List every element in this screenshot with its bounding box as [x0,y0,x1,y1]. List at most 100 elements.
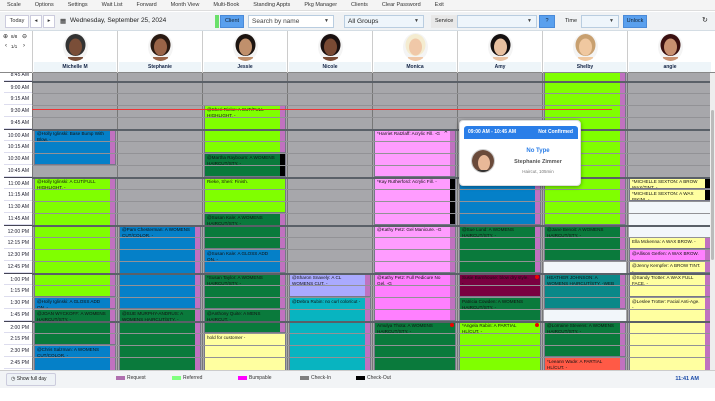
chevron-down-icon: ▼ [527,18,532,24]
group-select[interactable]: All Groups ▼ [344,15,424,28]
appointment-text: Ella Mckenna: A WAX BROW. - [632,239,696,244]
appointment[interactable]: @SUE MURPHY-ANDRUS: A WOMENS HAIRCUT/STY… [119,309,201,370]
zoom-out-icon[interactable]: ⊖ [22,34,28,40]
open-slot[interactable] [544,261,626,273]
schedule-grid: @Holly Iglinski: Base Bump With Blow. - @… [0,73,715,370]
appointment[interactable]: hold for customer - [204,333,286,370]
staff-column-header[interactable]: Amy [457,31,542,73]
today-button[interactable]: Today [5,15,29,28]
calendar-icon[interactable]: ▦ [60,18,67,25]
menu-item-month-view[interactable]: Month View [170,2,200,8]
avatar [488,33,513,61]
avatar [63,33,88,61]
appointment[interactable]: @Susan Kale: A WOMENS HAIRCUT/STY. - [204,213,286,249]
request-marker [195,226,200,308]
menu-item-scale[interactable]: Scale [7,2,21,8]
appointment[interactable]: *Leeann Wade: A PARTIAL HL/CUT. - [544,357,626,370]
request-marker [705,262,710,272]
appointment[interactable]: @Pam Chesterman: A WOMENS CUT/COLOR. - [119,225,201,309]
close-icon[interactable]: ✕ [443,129,448,135]
zoom-in-icon[interactable]: ⊕ [3,34,9,40]
menu-item-clients[interactable]: Clients [351,2,368,8]
menu-item-clear-password[interactable]: Clear Password [381,2,421,8]
menu-item-standing-appts[interactable]: Standing Appts [253,2,291,8]
appointment[interactable]: *MICHELLE SEXTON: A WAX BIKINI. - [629,189,711,201]
appointment[interactable]: @Jane Benoit: A WOMENS HAIRCUT/STY. - [544,225,626,261]
appointment[interactable]: @Allison Gerfen: A WAX BROW. - [629,249,711,261]
appointment[interactable]: Rieke, Sheri: Finish. [204,177,286,213]
chevron-down-icon: ▼ [609,18,614,24]
legend-item: Check-Out [356,375,391,381]
staff-column[interactable]: @Pam Chesterman: A WOMENS CUT/COLOR. - @S… [117,73,202,370]
appointment-text: *Susan Taylor: A WOMENS HAIRCUT/STY. - [207,275,263,286]
time-select[interactable]: ▼ [581,15,619,28]
search-input[interactable]: Search by name ▼ [248,15,334,28]
staff-name: Amy [459,62,541,72]
show-full-day-button[interactable]: ◷ Show full day [6,373,56,386]
appointment[interactable]: @Jenny Kempfer: A BROW TINT. - [629,261,711,273]
next-day-button[interactable]: ▸ [43,15,55,28]
appointment[interactable]: *Susan Taylor: A WOMENS HAIRCUT/STY. - [204,273,286,309]
unlock-button[interactable]: Unlock [623,15,647,28]
grid-line [32,333,710,334]
legend-swatch [172,375,181,380]
appointment-text: *Harriet Ratzlaff: Acrylic Fill. -G [377,131,440,136]
time-label: Time [565,18,578,24]
legend-swatch [300,375,309,380]
staff-column-header[interactable]: Monica [372,31,457,73]
time-label: 10:00 AM [4,129,32,141]
appointment-popup[interactable]: 09:00 AM - 10:45 AM Not Confirmed No Type… [459,120,581,186]
prev-page-icon[interactable]: ‹ [5,43,7,49]
staff-column-header[interactable]: Stephanie [117,31,202,73]
appointment-text: @Susan Kale: A WOMENS HAIRCUT/STY. - [207,215,263,226]
appointment[interactable]: Ella Mckenna: A WAX BROW. - [629,237,711,249]
next-page-icon[interactable]: › [23,43,25,49]
client-button[interactable]: Client [220,15,244,28]
help-button[interactable]: ? [539,15,555,28]
staff-column-header[interactable]: Jessie [202,31,287,73]
request-marker [620,226,625,260]
legend-label: Referred [183,375,203,381]
appointment-text: @Jenny Kempfer: A BROW TINT. - [632,263,701,273]
staff-column-header[interactable]: Nicole [287,31,372,73]
appointment-text: @JOAN WYCKOFF: A WOMENS HAIRCUT/STY. - [37,311,106,322]
staff-column-header[interactable]: Michelle M [32,31,117,73]
staff-column-header[interactable]: angie [627,31,712,73]
menu-item-wait-list[interactable]: Wait List [101,2,123,8]
menu-item-settings[interactable]: Settings [67,2,88,8]
appointment[interactable]: HEATHER JOHNSON: A WOMENS HAIRCUT/STY. -… [544,273,626,309]
staff-column[interactable]: @Holly Iglinski: Base Bump With Blow. - @… [32,73,117,370]
prev-day-button[interactable]: ◂ [30,15,42,28]
scrollbar-thumb[interactable] [711,110,714,260]
appointment-text: @Lorraine Stevens: A WOMENS HAIRCUT/STY.… [547,323,614,334]
time-label: 8:45 AM [4,73,32,81]
grid-line [32,129,710,131]
avatar [403,33,428,61]
open-slot[interactable] [629,201,711,237]
open-slot[interactable] [544,309,626,321]
chevron-down-icon[interactable]: ▼ [324,18,329,24]
grid-line [32,201,710,202]
grid-line [32,153,710,154]
grid-line [32,213,710,214]
appointment-text: @Martha Raybourn: A WOMENS HAIRCUT/STY. … [207,155,275,166]
avatar [148,33,173,61]
menu-item-exit[interactable]: Exit [434,2,444,8]
clock-icon: ◷ [11,376,17,382]
appointment[interactable]: @Holly Iglinski: Base Bump With Blow. - [34,129,116,165]
service-select[interactable]: ▼ [457,15,537,28]
appointment[interactable]: @Lorraine Stevens: A WOMENS HAIRCUT/STY.… [544,321,626,357]
menu-item-multi-book[interactable]: Multi-Book [213,2,240,8]
menu-item-options[interactable]: Options [34,2,54,8]
staff-column-header[interactable]: Shelby [542,31,627,73]
menu-item-forward[interactable]: Forward [136,2,157,8]
grid-line [32,321,710,323]
request-marker [110,298,115,308]
grid-line [32,297,710,298]
request-marker [110,310,115,344]
appointment[interactable]: @Holly Iglinski: A GLOSS ADD ON. - [34,297,116,309]
menu-item-pkg-manager[interactable]: Pkg Manager [304,2,338,8]
refresh-icon[interactable]: ↻ [702,17,708,24]
appointment[interactable]: @JOAN WYCKOFF: A WOMENS HAIRCUT/STY. - [34,309,116,345]
appointment-text: @Anthony Quite: A MENS HAIRCUT. - [207,311,261,322]
